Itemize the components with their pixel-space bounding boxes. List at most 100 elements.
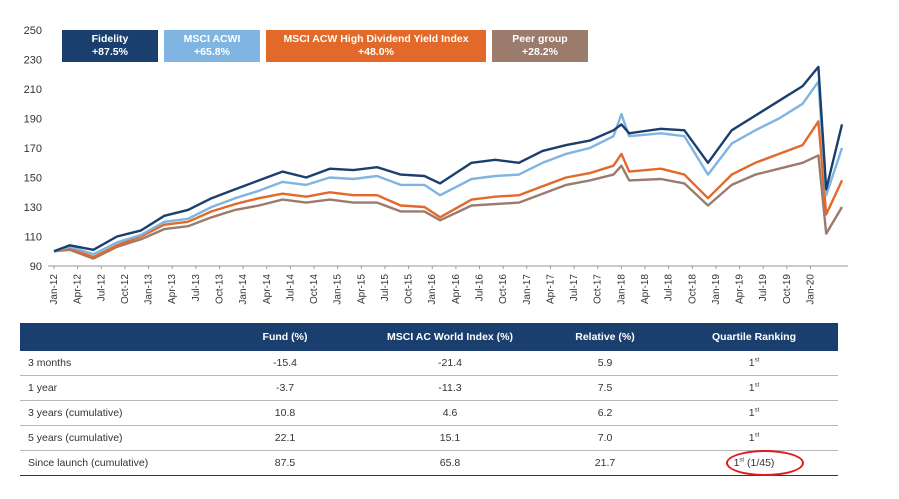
x-tick-label: Jul-18 bbox=[664, 274, 675, 302]
legend-fidelity: Fidelity +87.5% bbox=[62, 30, 158, 62]
quartile-cell: 1st bbox=[670, 425, 838, 451]
legend-msci-acwi: MSCI ACWI +65.8% bbox=[164, 30, 260, 62]
quartile-cell: 1st bbox=[670, 400, 838, 426]
legend-peer-group-name: Peer group bbox=[512, 33, 568, 45]
quartile-cell: 1st (1/45) bbox=[670, 450, 838, 476]
period-cell: 1 year bbox=[20, 375, 210, 401]
period-cell: 3 years (cumulative) bbox=[20, 400, 210, 426]
legend-msci-acwi-value: +65.8% bbox=[194, 46, 230, 58]
x-tick-label: Jul-19 bbox=[758, 274, 769, 302]
x-tick-label: Jul-12 bbox=[96, 274, 107, 302]
x-tick-label: Apr-19 bbox=[735, 274, 746, 304]
x-tick-label: Jan-15 bbox=[333, 274, 344, 305]
relative-cell: 7.0 bbox=[540, 425, 670, 451]
legend-peer-group-value: +28.2% bbox=[522, 46, 558, 58]
relative-cell: 7.5 bbox=[540, 375, 670, 401]
x-tick-label: Jul-15 bbox=[380, 274, 391, 302]
y-tick-label: 210 bbox=[24, 84, 42, 96]
series-line-peer-group bbox=[53, 154, 844, 260]
index-cell: -11.3 bbox=[360, 375, 540, 401]
index-cell: 65.8 bbox=[360, 450, 540, 476]
x-tick-label: Jul-13 bbox=[191, 274, 202, 302]
table-row: 5 years (cumulative) 22.1 15.1 7.0 1st bbox=[20, 425, 838, 451]
index-cell: 15.1 bbox=[360, 425, 540, 451]
table-row: Since launch (cumulative) 87.5 65.8 21.7… bbox=[20, 450, 838, 476]
y-tick-label: 250 bbox=[24, 25, 42, 37]
period-cell: 5 years (cumulative) bbox=[20, 425, 210, 451]
x-tick-label: Oct-13 bbox=[214, 274, 225, 304]
legend-msci-acwi-name: MSCI ACWI bbox=[183, 33, 241, 45]
x-tick-label: Jan-19 bbox=[711, 274, 722, 305]
y-tick-label: 150 bbox=[24, 173, 42, 185]
y-tick-label: 170 bbox=[24, 143, 42, 155]
x-tick-label: Oct-16 bbox=[498, 274, 509, 304]
x-tick-label: Oct-15 bbox=[404, 274, 415, 304]
series-line-fidelity bbox=[53, 65, 844, 253]
fund-cell: 22.1 bbox=[210, 425, 360, 451]
table-row: 3 months -15.4 -21.4 5.9 1st bbox=[20, 351, 838, 376]
relative-cell: 21.7 bbox=[540, 450, 670, 476]
series-line-msci-acwi bbox=[53, 80, 844, 256]
x-tick-label: Apr-13 bbox=[167, 274, 178, 304]
series-lines bbox=[53, 65, 844, 260]
x-tick-label: Oct-19 bbox=[782, 274, 793, 304]
legend-peer-group: Peer group +28.2% bbox=[492, 30, 588, 62]
x-tick-label: Apr-14 bbox=[262, 274, 273, 304]
fund-cell: -3.7 bbox=[210, 375, 360, 401]
x-tick-label: Jul-17 bbox=[569, 274, 580, 302]
x-tick-label: Jul-14 bbox=[285, 274, 296, 302]
legend-high-dividend-value: +48.0% bbox=[358, 46, 394, 58]
quartile-cell: 1st bbox=[670, 375, 838, 401]
y-tick-label: 90 bbox=[30, 261, 42, 273]
period-cell: 3 months bbox=[20, 351, 210, 376]
x-tick-label: Apr-12 bbox=[73, 274, 84, 304]
period-cell: Since launch (cumulative) bbox=[20, 450, 210, 476]
table-header-index: MSCI AC World Index (%) bbox=[360, 323, 540, 351]
legend-high-dividend-name: MSCI ACW High Dividend Yield Index bbox=[283, 33, 469, 45]
x-tick-label: Apr-18 bbox=[640, 274, 651, 304]
x-tick-label: Jan-18 bbox=[616, 274, 627, 305]
y-tick-label: 190 bbox=[24, 114, 42, 126]
x-tick-label: Jan-16 bbox=[427, 274, 438, 305]
x-tick-label: Oct-14 bbox=[309, 274, 320, 304]
x-tick-label: Oct-18 bbox=[687, 274, 698, 304]
table-row: 3 years (cumulative) 10.8 4.6 6.2 1st bbox=[20, 400, 838, 426]
x-tick-label: Oct-12 bbox=[120, 274, 131, 304]
x-tick-label: Apr-16 bbox=[451, 274, 462, 304]
x-tick-label: Jan-17 bbox=[522, 274, 533, 305]
x-tick-label: Apr-17 bbox=[545, 274, 556, 304]
y-axis: 90 110 130 150 170 190 210 230 250 bbox=[24, 25, 42, 273]
x-tick-label: Jan-14 bbox=[238, 274, 249, 305]
index-cell: -21.4 bbox=[360, 351, 540, 376]
quartile-cell: 1st bbox=[670, 351, 838, 376]
x-tick-label: Oct-17 bbox=[593, 274, 604, 304]
fund-cell: 10.8 bbox=[210, 400, 360, 426]
x-tick-label: Jan-13 bbox=[144, 274, 155, 305]
legend-fidelity-value: +87.5% bbox=[92, 46, 128, 58]
table-header-quartile: Quartile Ranking bbox=[670, 323, 838, 351]
table-row: 1 year -3.7 -11.3 7.5 1st bbox=[20, 375, 838, 401]
table-header-row: Fund (%) MSCI AC World Index (%) Relativ… bbox=[20, 323, 838, 351]
fund-cell: -15.4 bbox=[210, 351, 360, 376]
relative-cell: 6.2 bbox=[540, 400, 670, 426]
legend-fidelity-name: Fidelity bbox=[91, 33, 129, 45]
highlight-circle: 1st (1/45) bbox=[725, 450, 804, 476]
legend-high-dividend: MSCI ACW High Dividend Yield Index +48.0… bbox=[266, 30, 486, 62]
y-tick-label: 130 bbox=[24, 202, 42, 214]
y-tick-label: 230 bbox=[24, 55, 42, 67]
fund-cell: 87.5 bbox=[210, 450, 360, 476]
x-tick-label: Jan-20 bbox=[805, 274, 816, 305]
x-tick-label: Jul-16 bbox=[475, 274, 486, 302]
x-axis: Jan-12 Apr-12 Jul-12 Oct-12 Jan-13 Apr-13 Jul-… bbox=[48, 265, 848, 305]
x-tick-label: Apr-15 bbox=[356, 274, 367, 304]
y-tick-label: 110 bbox=[24, 232, 42, 244]
table-header-fund: Fund (%) bbox=[210, 323, 360, 351]
index-cell: 4.6 bbox=[360, 400, 540, 426]
table-header-relative: Relative (%) bbox=[540, 323, 670, 351]
x-tick-label: Jan-12 bbox=[49, 274, 60, 305]
table-header-period bbox=[20, 323, 210, 351]
performance-table: Fund (%) MSCI AC World Index (%) Relativ… bbox=[20, 323, 838, 476]
relative-cell: 5.9 bbox=[540, 351, 670, 376]
series-line-msci-acw-high-dividend-yield-index bbox=[53, 120, 844, 259]
